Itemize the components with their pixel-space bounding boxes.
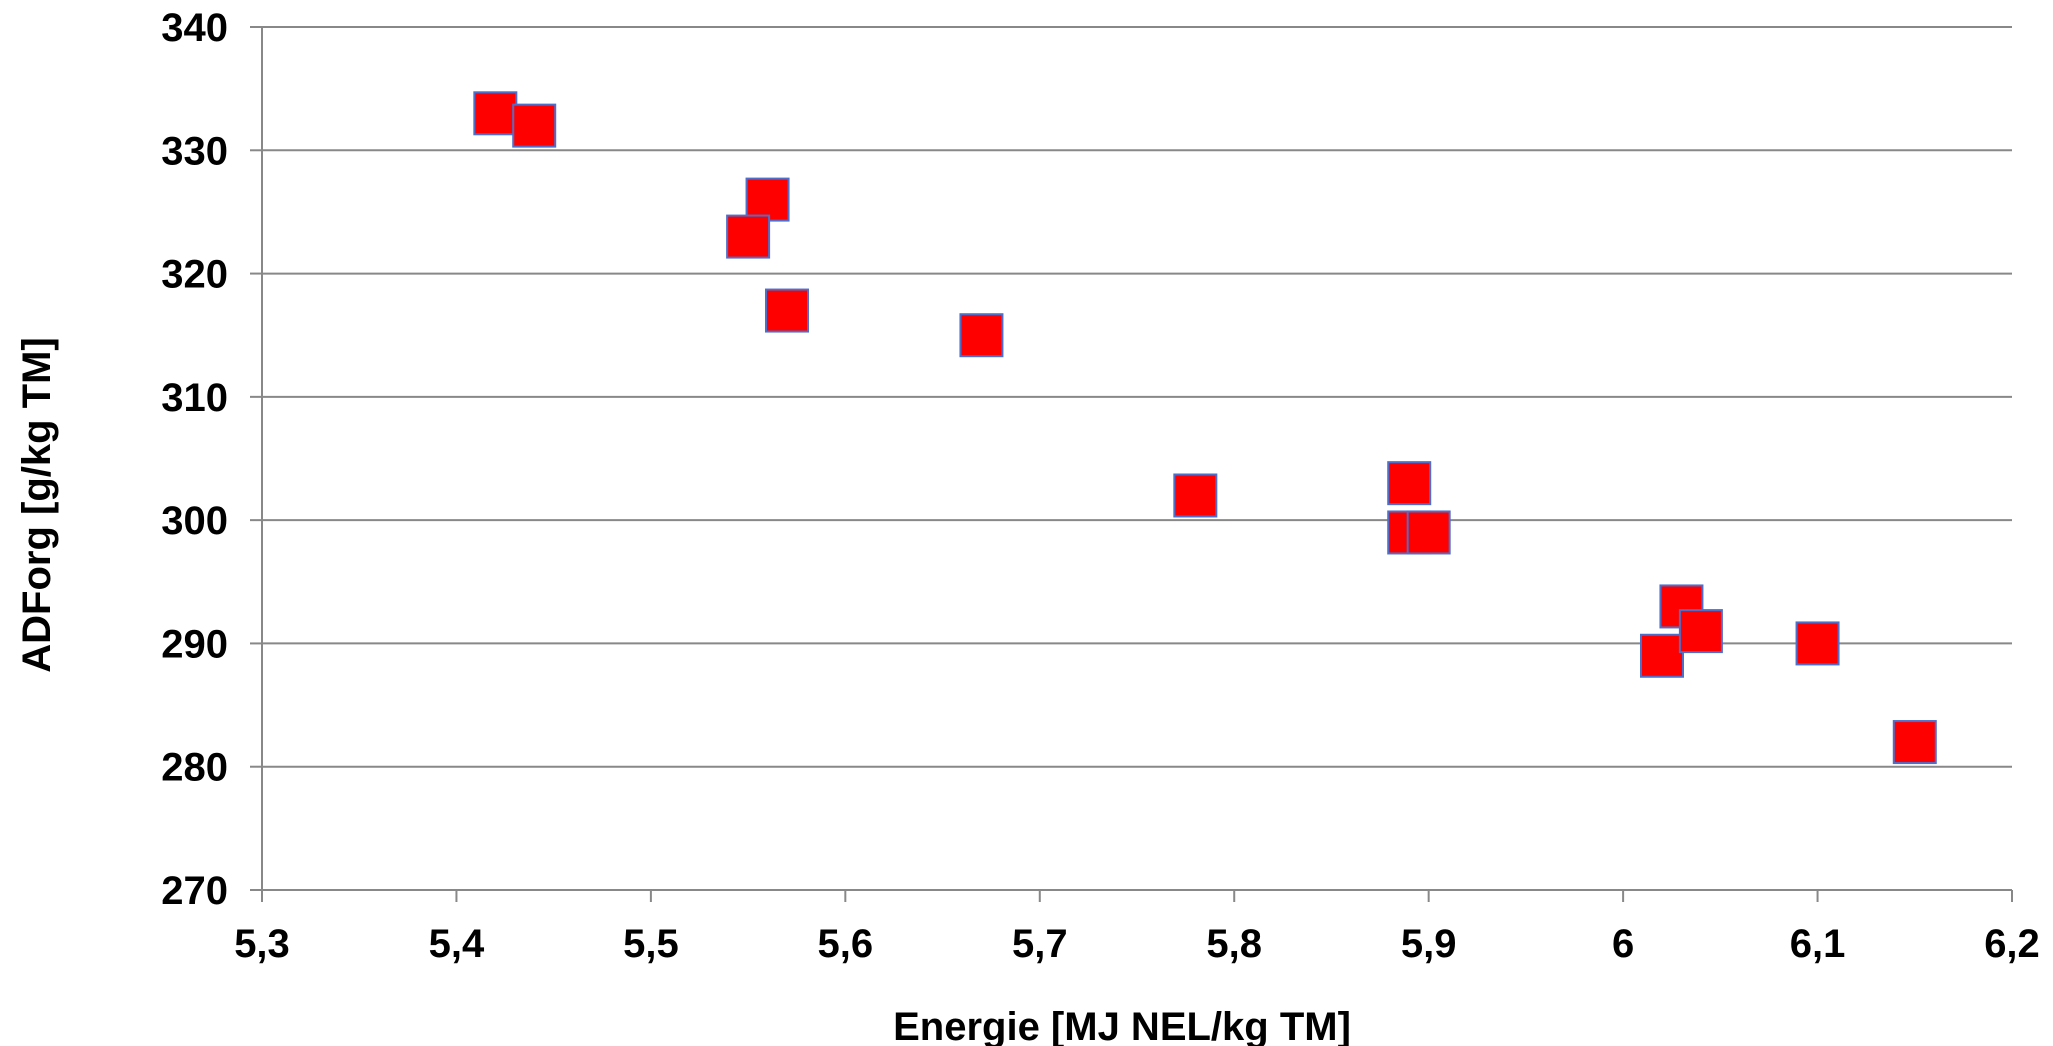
data-point [512, 103, 557, 148]
data-point [745, 177, 790, 222]
data-point [1387, 461, 1432, 506]
y-tick-label-280: 280 [161, 746, 228, 790]
data-points [473, 91, 1937, 765]
axes [250, 26, 2013, 902]
x-tick-label-5,5: 5,5 [623, 922, 679, 966]
data-point [1406, 510, 1451, 555]
data-point [726, 214, 771, 259]
data-point [473, 91, 518, 136]
x-tick-label-6,2: 6,2 [1984, 922, 2040, 966]
x-tick-label-6: 6 [1612, 922, 1634, 966]
data-point [1640, 633, 1684, 678]
y-tick-label-300: 300 [161, 499, 228, 543]
y-tick-label-340: 340 [161, 6, 228, 50]
x-tick-label-5,4: 5,4 [429, 922, 485, 966]
y-axis-title: ADForg [g/kg TM] [15, 337, 59, 673]
x-tick-label-5,3: 5,3 [234, 922, 290, 966]
data-point [959, 313, 1004, 358]
data-point [1173, 473, 1218, 518]
x-tick-label-5,7: 5,7 [1012, 922, 1068, 966]
data-point [1678, 609, 1723, 654]
data-point [1795, 621, 1840, 666]
x-tick-label-5,8: 5,8 [1206, 922, 1262, 966]
y-tick-label-310: 310 [161, 376, 228, 420]
y-tick-labels: 270 280 290 300 310 320 330 340 [161, 6, 228, 913]
data-point [1892, 720, 1937, 765]
data-point [765, 288, 809, 333]
y-tick-label-330: 330 [161, 129, 228, 173]
x-tick-label-5,6: 5,6 [818, 922, 874, 966]
y-tick-label-270: 270 [161, 869, 228, 913]
x-tick-label-6,1: 6,1 [1790, 922, 1846, 966]
gridlines [262, 26, 2012, 768]
x-tick-labels: 5,3 5,4 5,5 5,6 5,7 5,8 5,9 6 6,1 6,2 [234, 922, 2040, 966]
y-tick-label-320: 320 [161, 253, 228, 297]
x-axis-title: Energie [MJ NEL/kg TM] [893, 1005, 1351, 1046]
y-tick-label-290: 290 [161, 622, 228, 666]
x-tick-label-5,9: 5,9 [1401, 922, 1457, 966]
